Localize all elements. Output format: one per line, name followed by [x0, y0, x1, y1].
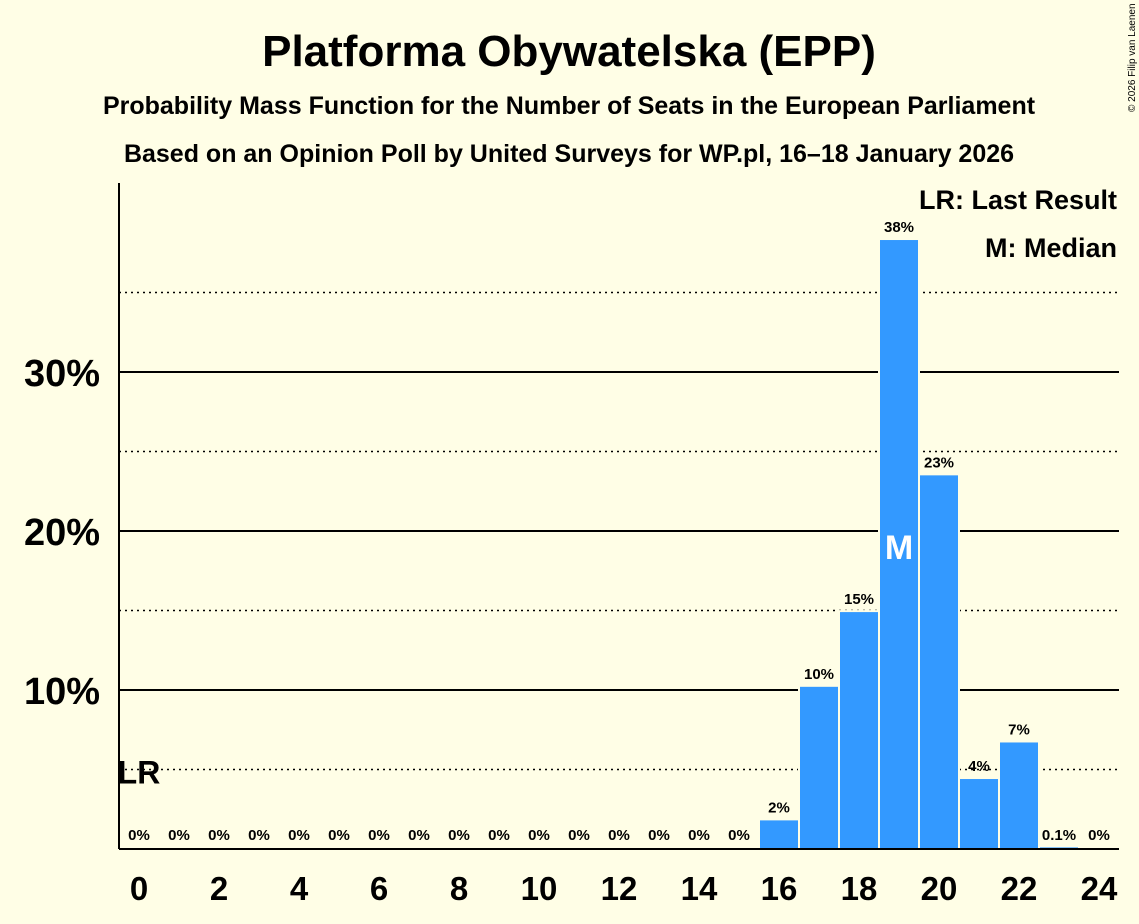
x-tick-0: 0 — [130, 870, 148, 907]
value-label-16: 2% — [768, 799, 790, 816]
value-label-17: 10% — [804, 666, 834, 683]
value-label-10: 0% — [528, 827, 550, 844]
value-label-12: 0% — [608, 827, 630, 844]
bar-seat-18 — [840, 612, 878, 849]
y-tick-20: 20% — [24, 512, 100, 554]
x-tick-labels: 0 2 4 6 8 10 12 14 16 18 20 22 24 — [130, 870, 1118, 907]
copyright-note: © 2026 Filip van Laenen — [1127, 3, 1138, 112]
value-label-24: 0% — [1088, 827, 1110, 844]
x-tick-18: 18 — [841, 870, 878, 907]
x-tick-8: 8 — [450, 870, 468, 907]
value-label-15: 0% — [728, 827, 750, 844]
value-label-11: 0% — [568, 827, 590, 844]
last-result-marker: LR — [118, 755, 161, 791]
bar-seat-21 — [960, 779, 998, 849]
bar-seat-22 — [1000, 742, 1038, 849]
value-label-9: 0% — [488, 827, 510, 844]
value-label-19: 38% — [884, 219, 914, 236]
value-label-8: 0% — [448, 827, 470, 844]
y-tick-10: 10% — [24, 671, 100, 713]
chart-title: Platforma Obywatelska (EPP) — [262, 27, 876, 76]
value-label-23: 0.1% — [1042, 827, 1076, 844]
bar-seat-19 — [880, 240, 918, 849]
value-label-6: 0% — [368, 827, 390, 844]
value-label-5: 0% — [328, 827, 350, 844]
x-tick-16: 16 — [761, 870, 798, 907]
x-tick-20: 20 — [921, 870, 958, 907]
x-tick-22: 22 — [1001, 870, 1038, 907]
median-marker: M — [885, 529, 913, 567]
chart-subtitle: Probability Mass Function for the Number… — [103, 92, 1036, 120]
value-label-2: 0% — [208, 827, 230, 844]
value-label-13: 0% — [648, 827, 670, 844]
value-label-4: 0% — [288, 827, 310, 844]
x-tick-2: 2 — [210, 870, 228, 907]
value-label-1: 0% — [168, 827, 190, 844]
bar-seat-20 — [920, 475, 958, 849]
value-label-7: 0% — [408, 827, 430, 844]
value-label-21: 4% — [968, 758, 990, 775]
x-tick-14: 14 — [681, 870, 718, 907]
value-label-18: 15% — [844, 591, 874, 608]
x-tick-12: 12 — [601, 870, 638, 907]
x-tick-6: 6 — [370, 870, 388, 907]
x-tick-10: 10 — [521, 870, 558, 907]
value-label-0: 0% — [128, 827, 150, 844]
y-tick-labels: 10% 20% 30% — [24, 353, 100, 713]
x-tick-24: 24 — [1081, 870, 1118, 907]
bars-group — [758, 238, 1080, 849]
chart-subtitle-poll: Based on an Opinion Poll by United Surve… — [124, 140, 1014, 168]
legend-last-result: LR: Last Result — [919, 185, 1117, 215]
bar-seat-16 — [760, 820, 798, 849]
bar-halo-23 — [1038, 845, 1080, 849]
value-label-14: 0% — [688, 827, 710, 844]
value-label-20: 23% — [924, 454, 954, 471]
y-tick-30: 30% — [24, 353, 100, 395]
x-tick-4: 4 — [290, 870, 309, 907]
bar-seat-17 — [800, 686, 838, 849]
grid-lines — [119, 291, 1119, 771]
value-labels-group: 0% 0% 0% 0% 0% 0% 0% 0% 0% 0% 0% 0% 0% 0% 0% 0% 2% 10% 15%… — [128, 219, 1110, 844]
value-label-3: 0% — [248, 827, 270, 844]
legend-median: M: Median — [985, 233, 1117, 263]
value-label-22: 7% — [1008, 721, 1030, 738]
